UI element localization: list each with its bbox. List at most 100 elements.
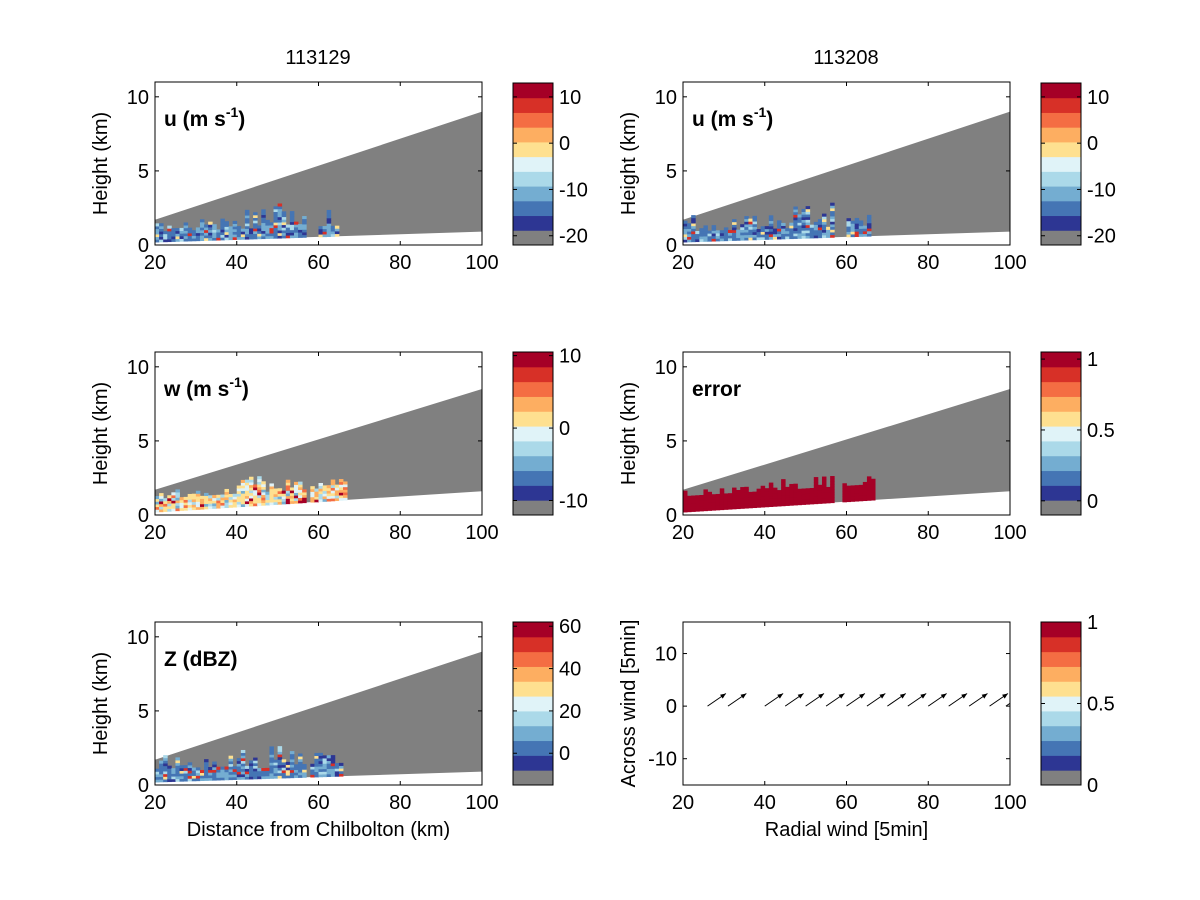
echo-cell xyxy=(269,235,274,239)
arrow-head xyxy=(1018,694,1024,699)
echo-cell xyxy=(826,234,831,238)
echo-cell xyxy=(858,495,864,499)
echo-cell xyxy=(159,776,164,780)
x-tick-label: 100 xyxy=(993,252,1026,274)
echo-cell xyxy=(703,508,708,512)
echo-cell xyxy=(199,232,205,236)
echo-cell xyxy=(850,226,856,230)
echo-cell xyxy=(281,759,287,763)
echo-cell xyxy=(687,498,692,502)
echo-cell xyxy=(330,492,336,496)
echo-cell xyxy=(269,751,274,755)
echo-cell xyxy=(683,496,688,500)
echo-cell xyxy=(318,231,323,235)
wind-arrow xyxy=(866,693,886,707)
echo-cell xyxy=(871,494,876,498)
echo-cell xyxy=(298,494,303,499)
echo-cell xyxy=(326,228,332,232)
echo-cell xyxy=(289,500,295,504)
echo-cell xyxy=(167,505,172,509)
echo-cell xyxy=(687,223,692,227)
colorbar-swatch xyxy=(1041,352,1081,368)
echo-cell xyxy=(785,486,790,490)
echo-cell xyxy=(257,481,262,485)
echo-cell xyxy=(244,225,250,229)
echo-cell xyxy=(269,759,274,763)
echo-cell xyxy=(232,228,238,232)
wind-arrow xyxy=(907,693,927,707)
echo-cell xyxy=(212,761,217,765)
echo-cell xyxy=(163,779,168,783)
colorbar-swatch xyxy=(513,186,553,202)
colorbar-swatch xyxy=(513,440,553,457)
colorbar-frame xyxy=(512,351,554,516)
echo-cell xyxy=(240,228,246,232)
echo-cell xyxy=(318,493,323,497)
echo-cell xyxy=(343,497,348,501)
echo-cell xyxy=(817,227,823,231)
echo-cell xyxy=(253,762,258,766)
echo-cell xyxy=(736,505,741,510)
colorbar-swatch xyxy=(1041,230,1081,246)
echo-cell xyxy=(159,231,164,235)
echo-cell xyxy=(862,228,868,232)
echo-cell xyxy=(772,487,778,491)
echo-cell xyxy=(175,502,180,506)
echo-cell xyxy=(302,769,307,773)
x-tick-label: 80 xyxy=(389,522,411,544)
echo-cell xyxy=(163,503,168,507)
echo-cell xyxy=(699,497,704,501)
echo-cell xyxy=(183,235,189,239)
colorbar-swatch xyxy=(513,470,553,486)
echo-cell xyxy=(866,476,872,480)
echo-cell xyxy=(265,775,270,779)
echo-cell xyxy=(322,760,328,764)
echo-cell xyxy=(155,231,160,235)
echo-cell xyxy=(772,492,778,497)
echo-cell xyxy=(159,501,164,505)
echo-cell xyxy=(163,236,168,240)
echo-cell xyxy=(293,487,299,491)
echo-cell xyxy=(163,773,168,777)
echo-cell xyxy=(314,491,319,495)
echo-cell xyxy=(253,500,258,504)
echo-cell xyxy=(281,211,287,215)
echo-cell xyxy=(310,486,315,490)
echo-cell xyxy=(310,496,315,500)
echo-cell xyxy=(326,212,332,216)
colorbar-tick-label: -20 xyxy=(559,226,588,248)
echo-cell xyxy=(187,762,193,766)
echo-cell xyxy=(789,489,794,493)
echo-cell xyxy=(261,230,266,234)
echo-cell xyxy=(789,494,794,498)
x-tick-label: 40 xyxy=(226,252,248,274)
echo-cell xyxy=(261,494,266,498)
x-tick-label: 80 xyxy=(917,792,939,814)
echo-cell xyxy=(195,498,201,502)
echo-cell xyxy=(289,492,295,496)
echo-cell xyxy=(715,235,721,239)
echo-cell xyxy=(240,487,246,491)
echo-cell xyxy=(330,484,336,488)
echo-cell xyxy=(334,489,340,494)
arrow-head xyxy=(777,693,784,699)
echo-cell xyxy=(289,751,295,755)
echo-cell xyxy=(273,214,279,218)
echo-cell xyxy=(732,487,737,491)
echo-cell xyxy=(298,497,303,501)
echo-cell xyxy=(244,231,250,235)
colorbar-swatch xyxy=(513,141,553,158)
echo-cell xyxy=(175,492,180,496)
echo-cell xyxy=(261,214,266,218)
echo-cell xyxy=(854,223,860,227)
echo-cell xyxy=(740,495,745,499)
echo-cell xyxy=(330,231,336,235)
echo-cell xyxy=(826,492,831,496)
echo-cell xyxy=(821,484,827,488)
echo-cell xyxy=(273,772,279,777)
echo-cell xyxy=(703,494,708,498)
echo-cell xyxy=(318,226,323,230)
echo-cell xyxy=(862,481,868,486)
echo-cell xyxy=(683,504,688,508)
echo-cell xyxy=(850,223,856,227)
